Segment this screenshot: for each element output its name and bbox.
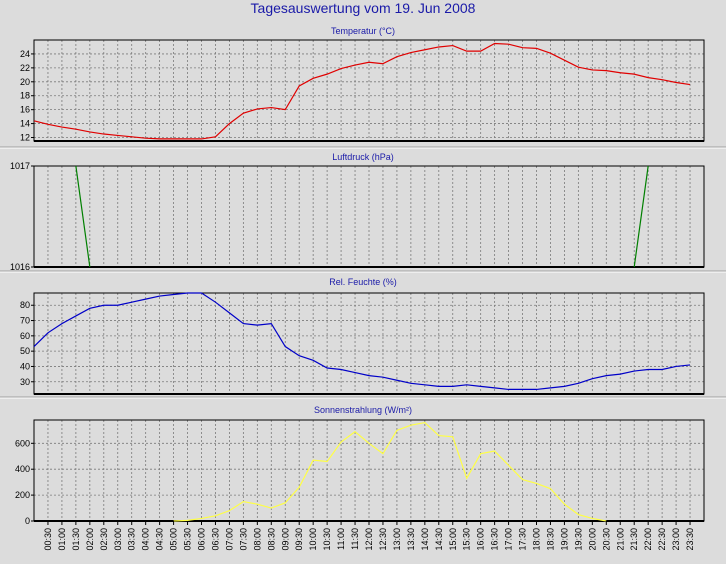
y-tick-label: 20 (20, 77, 30, 87)
x-tick-label: 01:30 (71, 528, 81, 551)
x-tick-label: 05:00 (169, 528, 179, 551)
x-tick-label: 09:00 (280, 528, 290, 551)
series-line (33, 292, 691, 391)
x-tick-label: 03:00 (113, 528, 123, 551)
page-title: Tagesauswertung vom 19. Jun 2008 (250, 0, 476, 16)
y-tick-label: 16 (20, 105, 30, 115)
y-tick-label: 1016 (10, 262, 30, 272)
x-tick-label: 19:00 (559, 528, 569, 551)
x-tick-label: 07:30 (238, 528, 248, 551)
x-tick-label: 04:30 (155, 528, 165, 551)
x-tick-label: 22:00 (643, 528, 653, 551)
x-tick-label: 03:30 (127, 528, 137, 551)
x-tick-label: 23:00 (671, 528, 681, 551)
y-tick-label: 200 (15, 490, 30, 500)
x-tick-label: 02:30 (99, 528, 109, 551)
y-tick-label: 0 (25, 516, 30, 526)
x-tick-label: 12:30 (378, 528, 388, 551)
y-tick-label: 600 (15, 438, 30, 448)
x-tick-label: 11:00 (336, 528, 346, 550)
y-tick-label: 80 (20, 300, 30, 310)
x-tick-label: 08:30 (266, 528, 276, 551)
series-line (33, 42, 691, 140)
x-tick-label: 07:00 (224, 528, 234, 551)
x-tick-label: 16:30 (490, 528, 500, 551)
x-tick-label: 01:00 (57, 528, 67, 551)
panel-title: Temperatur (°C) (331, 26, 395, 36)
series-line (173, 421, 607, 522)
x-tick-label: 20:30 (601, 528, 611, 551)
panel-title: Luftdruck (hPa) (332, 152, 394, 162)
x-tick-label: 18:00 (532, 528, 542, 551)
x-tick-label: 00:30 (43, 528, 53, 551)
y-tick-label: 70 (20, 316, 30, 326)
y-tick-label: 22 (20, 63, 30, 73)
x-tick-label: 19:30 (573, 528, 583, 551)
x-tick-label: 09:30 (294, 528, 304, 551)
x-tick-label: 15:30 (462, 528, 472, 551)
x-tick-label: 13:30 (406, 528, 416, 551)
panel-title: Rel. Feuchte (%) (329, 277, 397, 287)
x-tick-label: 14:30 (434, 528, 444, 551)
y-tick-label: 60 (20, 331, 30, 341)
x-tick-label: 17:00 (504, 528, 514, 551)
x-tick-label: 14:00 (420, 528, 430, 551)
x-tick-label: 16:00 (476, 528, 486, 551)
x-tick-label: 15:00 (448, 528, 458, 551)
x-tick-label: 11:30 (350, 528, 360, 550)
x-tick-label: 13:00 (392, 528, 402, 551)
series-line (633, 165, 649, 268)
x-tick-label: 05:30 (183, 528, 193, 551)
y-tick-label: 30 (20, 377, 30, 387)
x-tick-label: 21:00 (615, 528, 625, 551)
y-tick-label: 1017 (10, 161, 30, 171)
x-tick-label: 12:00 (364, 528, 374, 551)
x-tick-label: 22:30 (657, 528, 667, 551)
x-tick-label: 06:30 (210, 528, 220, 551)
y-tick-label: 400 (15, 464, 30, 474)
series-line (75, 165, 91, 268)
y-tick-label: 12 (20, 133, 30, 143)
x-tick-label: 10:00 (308, 528, 318, 551)
x-tick-label: 06:00 (197, 528, 207, 551)
x-tick-label: 10:30 (322, 528, 332, 551)
y-tick-label: 40 (20, 361, 30, 371)
x-tick-label: 23:30 (685, 528, 695, 551)
x-tick-label: 18:30 (545, 528, 555, 551)
x-tick-label: 02:00 (85, 528, 95, 551)
y-tick-label: 14 (20, 119, 30, 129)
y-tick-label: 18 (20, 91, 30, 101)
x-tick-label: 08:00 (252, 528, 262, 551)
x-tick-label: 20:00 (587, 528, 597, 551)
y-tick-label: 50 (20, 346, 30, 356)
x-tick-label: 21:30 (629, 528, 639, 551)
y-tick-label: 24 (20, 49, 30, 59)
panel-title: Sonnenstrahlung (W/m²) (314, 405, 412, 415)
x-tick-label: 17:30 (518, 528, 528, 551)
x-tick-label: 04:00 (141, 528, 151, 551)
